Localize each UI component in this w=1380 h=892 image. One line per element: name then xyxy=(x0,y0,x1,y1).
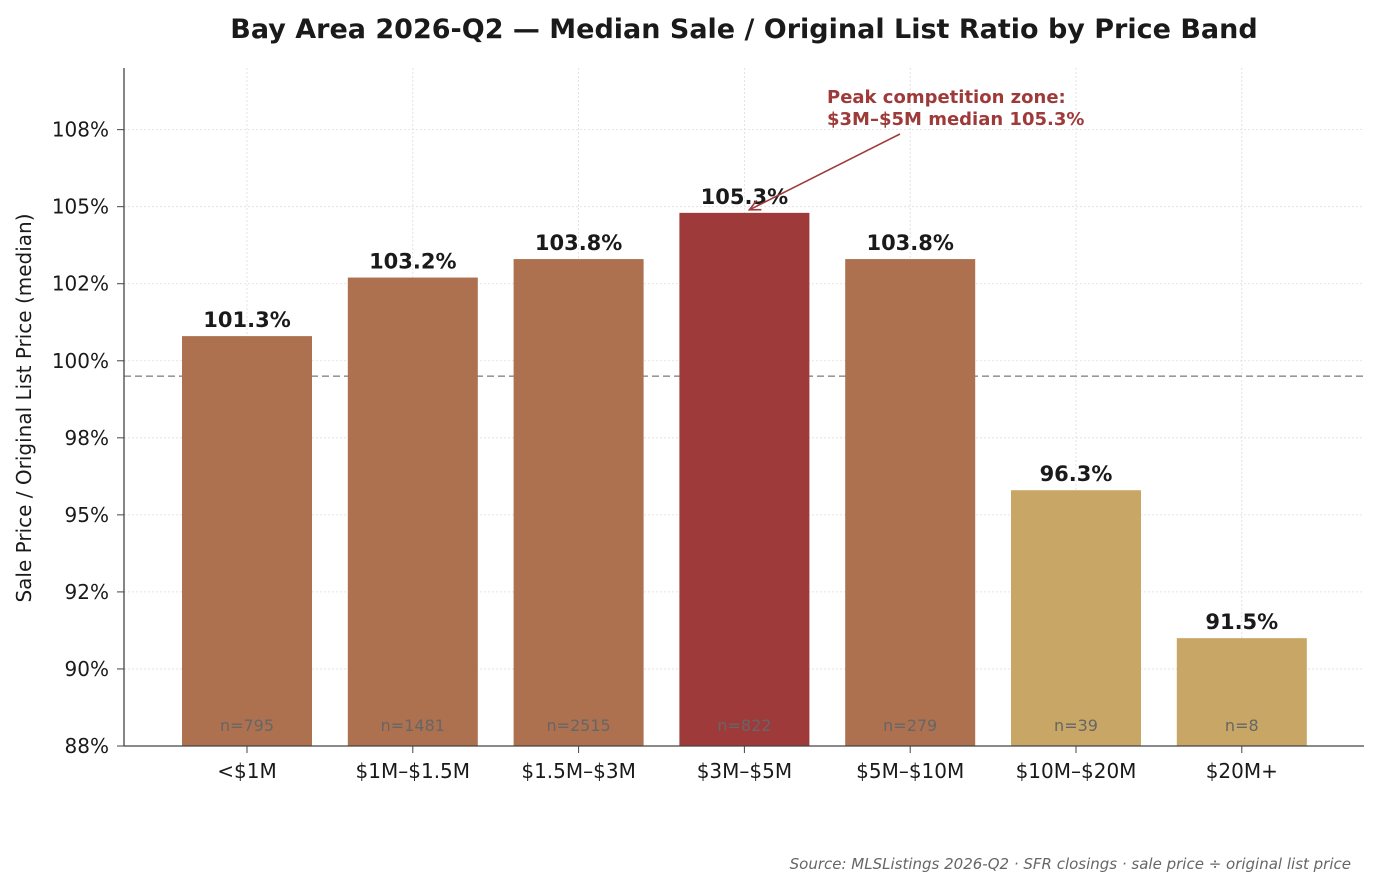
bar xyxy=(347,277,478,746)
axis-layer: 88% 90% 92% 95% 98% 100% 102% 105% 108% <$1M $1M–$… xyxy=(52,68,1364,783)
x-tick-label: <$1M xyxy=(217,759,276,783)
y-tick-label: 92% xyxy=(65,580,109,604)
annotation-text-line: $3M–$5M median 105.3% xyxy=(827,109,1084,130)
bar-sample-label: n=8 xyxy=(1225,716,1259,735)
y-tick-label: 102% xyxy=(52,272,109,296)
y-tick-label: 108% xyxy=(52,118,109,142)
bar-value-label: 103.2% xyxy=(369,250,456,274)
chart-title: Bay Area 2026-Q2 — Median Sale / Origina… xyxy=(230,14,1257,45)
bar xyxy=(679,212,810,746)
y-tick-label: 88% xyxy=(65,734,109,758)
y-tick-label: 90% xyxy=(65,657,109,681)
bar-layer xyxy=(182,212,1307,746)
bar-value-label: 91.5% xyxy=(1205,610,1278,634)
bar xyxy=(1176,638,1307,746)
source-note: Source: MLSListings 2026-Q2 · SFR closin… xyxy=(790,855,1351,873)
y-tick-label: 105% xyxy=(52,195,109,219)
annotation-text-line: Peak competition zone: xyxy=(827,87,1066,108)
bar-sample-label: n=2515 xyxy=(546,716,610,735)
y-axis-label: Sale Price / Original List Price (median… xyxy=(12,213,36,602)
bar xyxy=(513,259,644,746)
x-tick-label: $10M–$20M xyxy=(1016,759,1137,783)
y-tick-label: 100% xyxy=(52,349,109,373)
bar-value-label: 103.8% xyxy=(866,231,953,255)
annotation-arrow-line xyxy=(749,133,901,211)
bar-value-label: 96.3% xyxy=(1040,462,1113,486)
label-layer: 101.3%n=795103.2%n=1481103.8%n=2515105.3… xyxy=(203,185,1278,735)
y-tick-label: 98% xyxy=(65,426,109,450)
x-tick-label: $20M+ xyxy=(1206,759,1278,783)
annotation-arrow-head xyxy=(747,199,762,211)
bar-value-label: 103.8% xyxy=(535,231,622,255)
bar-sample-label: n=279 xyxy=(883,716,937,735)
bar xyxy=(182,336,312,746)
x-tick-label: $1M–$1.5M xyxy=(356,759,471,783)
bar xyxy=(845,259,976,746)
annotation-layer: Peak competition zone:$3M–$5M median 105… xyxy=(747,87,1084,211)
bar-sample-label: n=39 xyxy=(1054,716,1098,735)
bar-sample-label: n=822 xyxy=(717,716,771,735)
bar xyxy=(1011,490,1141,746)
x-tick-label: $3M–$5M xyxy=(697,759,792,783)
bar-sample-label: n=1481 xyxy=(381,716,445,735)
bar-value-label: 101.3% xyxy=(203,308,290,332)
bar-sample-label: n=795 xyxy=(220,716,274,735)
x-tick-label: $1.5M–$3M xyxy=(521,759,636,783)
y-tick-label: 95% xyxy=(65,503,109,527)
x-tick-label: $5M–$10M xyxy=(856,759,964,783)
